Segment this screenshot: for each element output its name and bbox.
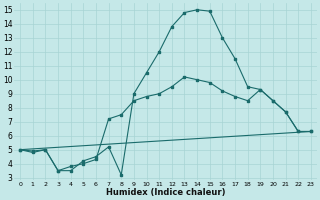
- X-axis label: Humidex (Indice chaleur): Humidex (Indice chaleur): [106, 188, 225, 197]
